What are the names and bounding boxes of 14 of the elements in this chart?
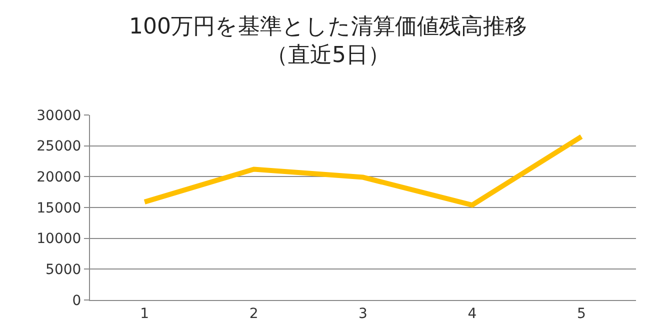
x-tick-label: 4 — [468, 306, 477, 322]
chart-title: 100万円を基準とした清算価値残高推移 — [129, 14, 527, 40]
y-tick-label: 25000 — [36, 138, 82, 155]
y-tick-label: 10000 — [36, 231, 82, 248]
x-tick-label: 2 — [249, 306, 258, 322]
chart-subtitle: （直近5日） — [266, 43, 390, 68]
x-tick-label: 3 — [358, 306, 368, 322]
x-tick-label: 5 — [576, 306, 586, 322]
y-tick-label: 5000 — [46, 262, 82, 278]
y-tick-label: 30000 — [36, 108, 82, 124]
y-tick-label: 0 — [72, 292, 82, 309]
x-tick-label: 1 — [140, 306, 150, 322]
y-tick-label: 15000 — [36, 200, 82, 216]
y-tick-label: 20000 — [36, 170, 82, 186]
